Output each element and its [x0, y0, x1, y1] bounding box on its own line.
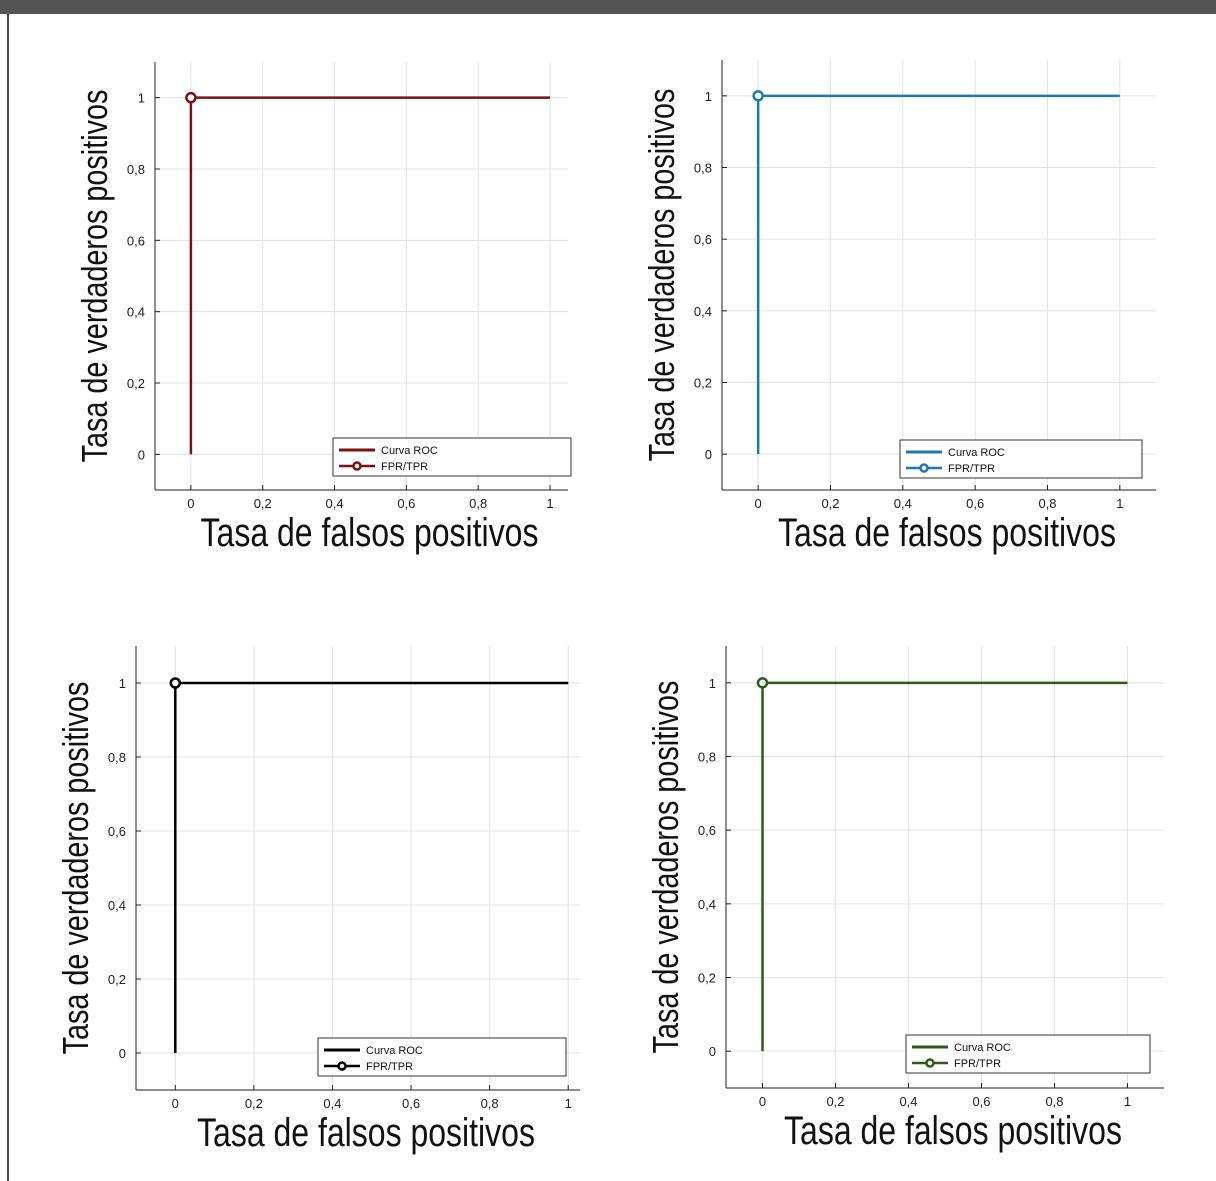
x-tick-label: 0,8	[1045, 1094, 1063, 1109]
fpr-tpr-point	[185, 91, 197, 104]
y-tick-label: 0,6	[698, 823, 716, 838]
y-tick-label: 0	[705, 447, 712, 462]
legend-box	[332, 437, 572, 477]
y-tick-label: 0,4	[698, 897, 716, 912]
x-tick-label: 0,8	[469, 496, 487, 511]
x-axis-label: Tasa de falsos positivos	[197, 1110, 535, 1155]
x-tick-label: 0,4	[894, 496, 912, 511]
y-tick-label: 1	[705, 89, 712, 104]
y-tick-label: 0,6	[127, 233, 145, 248]
legend-box	[905, 1034, 1151, 1074]
x-tick-label: 0,2	[821, 496, 839, 511]
legend-point-swatch-marker	[925, 1058, 935, 1068]
legend-point-label: FPR/TPR	[381, 461, 428, 473]
legend-point-label: FPR/TPR	[366, 1061, 413, 1073]
y-tick-label: 1	[709, 676, 716, 691]
y-axis-label: Tasa de verdaderos positivos	[55, 682, 96, 1055]
legend-box	[317, 1037, 567, 1077]
x-tick-label: 1	[1116, 496, 1123, 511]
window-left-edge	[7, 14, 9, 1181]
x-tick-label: 0,4	[326, 496, 344, 511]
legend-point-label: FPR/TPR	[954, 1058, 1001, 1070]
x-axis-label: Tasa de falsos positivos	[784, 1108, 1122, 1153]
y-tick-label: 0,4	[127, 305, 145, 320]
y-tick-label: 0,2	[698, 971, 716, 986]
y-axis-label: Tasa de verdaderos positivos	[74, 90, 115, 463]
x-tick-label: 0,6	[397, 496, 415, 511]
fpr-tpr-point	[756, 677, 769, 689]
y-tick-label: 1	[138, 91, 145, 106]
x-tick-label: 0,8	[1038, 496, 1056, 511]
y-tick-label: 0,8	[108, 750, 126, 765]
roc-curve-line	[756, 94, 1120, 455]
y-tick-label: 0,4	[108, 898, 126, 913]
legend: Curva ROC FPR/TPR	[899, 439, 1143, 479]
legend-roc-label: Curva ROC	[381, 445, 438, 457]
x-axis-label: Tasa de falsos positivos	[201, 510, 539, 555]
x-tick-label: 0,6	[966, 496, 984, 511]
y-tick-label: 0,2	[127, 376, 145, 391]
legend-point-label: FPR/TPR	[948, 463, 995, 475]
legend-roc-label: Curva ROC	[948, 447, 1005, 459]
x-tick-label: 0,2	[826, 1094, 844, 1109]
fpr-tpr-point	[169, 677, 182, 689]
legend-point-swatch-marker	[919, 463, 929, 473]
y-tick-label: 0,4	[694, 304, 712, 319]
x-tick-label: 1	[546, 496, 553, 511]
y-tick-label: 0,6	[108, 824, 126, 839]
roc-chart-1: 0 0,2 0,4 0,6 0,8 1 0 0,2 0,4 0,6 0,8 1 Tasa de fals…	[74, 62, 572, 555]
fpr-tpr-point	[752, 90, 764, 102]
roc-curve-line	[761, 681, 1128, 1052]
roc-curve-line	[189, 96, 551, 455]
x-tick-label: 0,4	[323, 1096, 341, 1111]
y-tick-label: 0,8	[127, 162, 145, 177]
x-tick-label: 1	[1124, 1094, 1131, 1109]
legend-point-swatch-marker	[352, 461, 362, 471]
x-tick-label: 0	[755, 496, 762, 511]
y-axis-label: Tasa de verdaderos positivos	[645, 681, 686, 1054]
x-tick-label: 0,8	[481, 1096, 499, 1111]
y-tick-label: 0,8	[698, 750, 716, 765]
x-tick-label: 0,6	[402, 1096, 420, 1111]
x-axis-label: Tasa de falsos positivos	[778, 510, 1116, 555]
legend: Curva ROC FPR/TPR	[332, 437, 572, 477]
x-tick-label: 0	[172, 1096, 179, 1111]
legend-point-swatch-marker	[337, 1061, 347, 1071]
legend: Curva ROC FPR/TPR	[317, 1037, 567, 1077]
x-tick-label: 0,2	[254, 496, 272, 511]
y-axis-label: Tasa de verdaderos positivos	[641, 89, 682, 462]
y-tick-label: 0,2	[108, 972, 126, 987]
x-tick-label: 0	[759, 1094, 766, 1109]
y-tick-label: 0	[119, 1046, 126, 1061]
legend: Curva ROC FPR/TPR	[905, 1034, 1151, 1074]
y-tick-label: 0,2	[694, 376, 712, 391]
y-tick-label: 1	[119, 676, 126, 691]
y-tick-label: 0,6	[694, 232, 712, 247]
legend-roc-label: Curva ROC	[954, 1042, 1011, 1054]
legend-box	[899, 439, 1143, 479]
y-tick-label: 0	[709, 1044, 716, 1059]
legend-roc-label: Curva ROC	[366, 1045, 423, 1057]
y-tick-label: 0	[138, 447, 145, 462]
roc-curve-line	[174, 681, 569, 1053]
window-top-bar	[0, 0, 1216, 14]
x-tick-label: 0,4	[899, 1094, 917, 1109]
y-tick-label: 0,8	[694, 161, 712, 176]
x-tick-label: 0,6	[972, 1094, 990, 1109]
roc-chart-3: 0 0,2 0,4 0,6 0,8 1 0 0,2 0,4 0,6 0,8 1 Tasa de fals…	[55, 646, 580, 1155]
x-tick-label: 1	[565, 1096, 572, 1111]
x-tick-label: 0	[187, 496, 194, 511]
x-tick-label: 0,2	[245, 1096, 263, 1111]
